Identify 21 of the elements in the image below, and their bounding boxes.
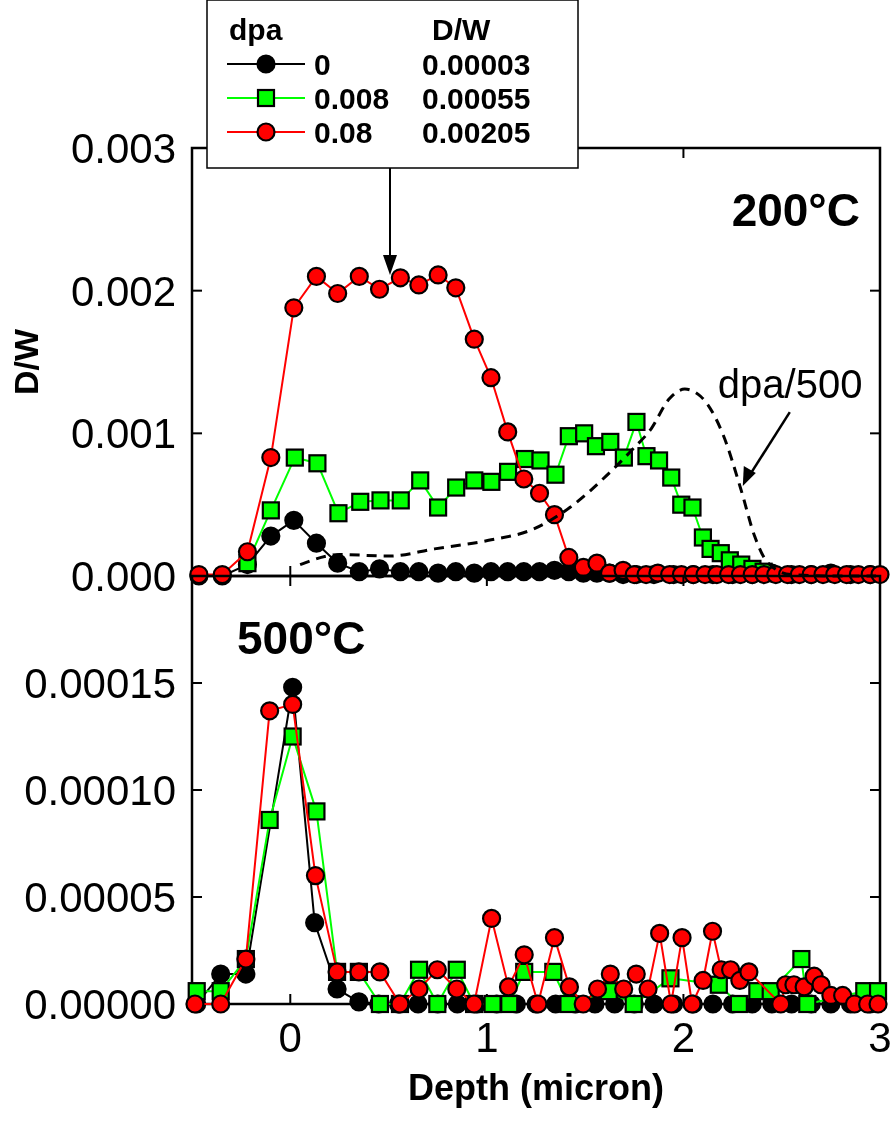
text: dpa D/W xyxy=(229,13,491,46)
text: 0.08 0.00205 xyxy=(314,116,531,149)
y-tick-label: 0.002 xyxy=(70,267,176,315)
x-tick-label: 2 xyxy=(671,1014,696,1061)
y-tick-label: 0.001 xyxy=(70,410,176,458)
series-label: dpa/500 xyxy=(717,362,863,407)
y-tick-label: 0.000 xyxy=(70,553,176,600)
y-tick-label: 0.00015 xyxy=(24,660,176,707)
annotation: 200°C xyxy=(731,184,860,236)
y-tick-label: 0.00010 xyxy=(24,767,176,814)
y-tick-label: 0.00005 xyxy=(24,874,176,921)
y-tick-label: 0.00000 xyxy=(24,981,176,1028)
x-tick-label: 3 xyxy=(868,1014,891,1061)
legend-label: 0.008 0.00055 xyxy=(314,82,531,115)
y-tick-label: 0.003 xyxy=(70,125,176,172)
text: 0 0.00003 xyxy=(314,48,531,81)
x-axis-title: Depth (micron) xyxy=(408,1067,664,1108)
annotation: 500°C xyxy=(237,612,366,664)
x-tick-label: 0 xyxy=(278,1014,302,1061)
x-tick-label: 1 xyxy=(475,1014,499,1061)
y-axis-title: D/W xyxy=(7,328,45,396)
